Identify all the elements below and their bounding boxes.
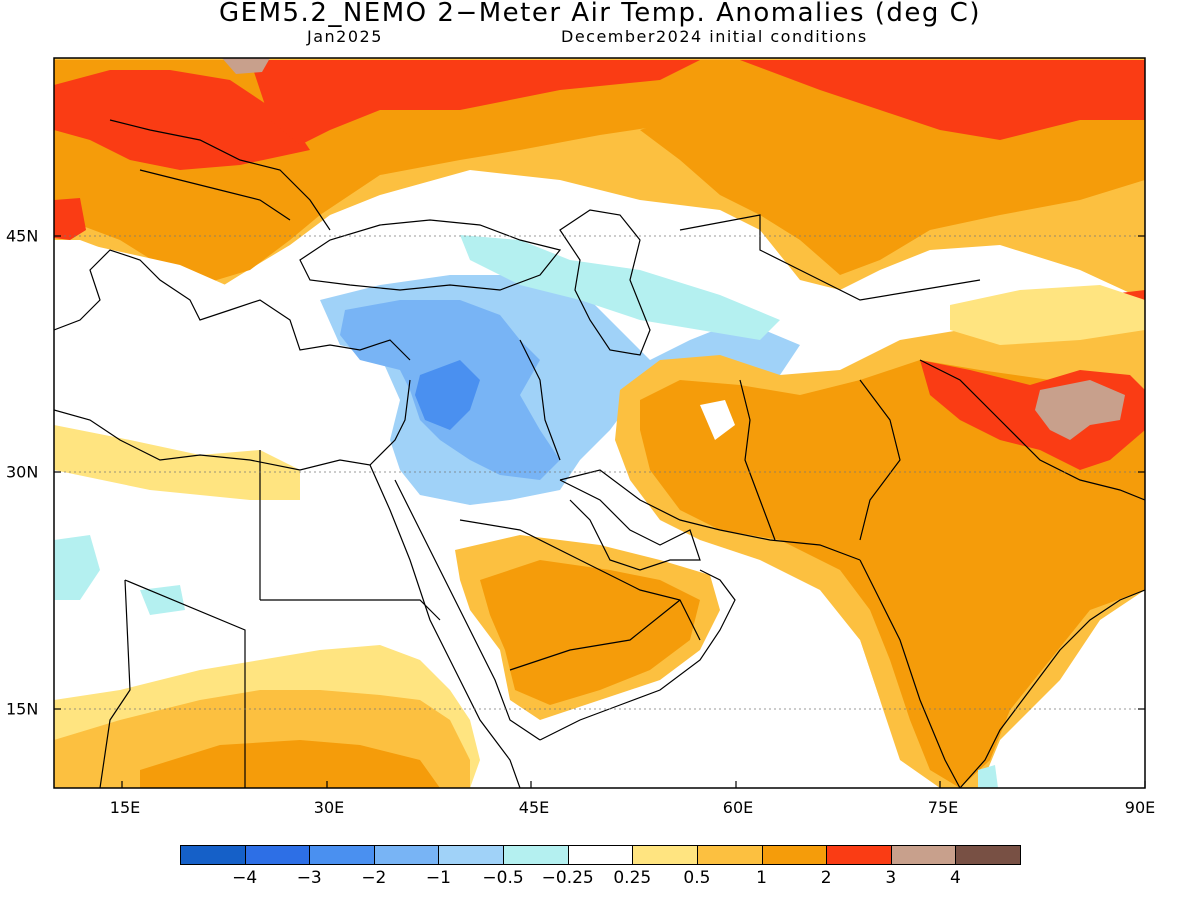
region-syria-cold	[415, 360, 480, 430]
coastlines	[54, 119, 1145, 788]
lat-tick-30n: 30N	[6, 462, 39, 482]
coast-india-west	[859, 559, 961, 788]
lat-tick-45n: 45N	[6, 226, 39, 246]
region-arabian-sea-neutral	[540, 600, 900, 788]
region-sudan-cool-patch	[140, 585, 185, 615]
colorbar-swatch-10	[826, 845, 892, 865]
colorbar-swatch-4	[438, 845, 505, 865]
lon-tick-90e: 90E	[1124, 798, 1156, 817]
colorbar-swatch-12	[955, 845, 1021, 865]
forecast-month: Jan2025	[307, 27, 383, 46]
colorbar-swatch-7	[632, 845, 698, 865]
initial-conditions: December2024 initial conditions	[561, 27, 868, 46]
border-africa-1	[124, 579, 246, 788]
colorbar-swatch-8	[696, 845, 763, 865]
region-baltic-extreme	[222, 58, 270, 74]
coast-iran-south	[559, 469, 861, 561]
region-africa-cool-patch	[54, 535, 100, 600]
border-africa-3	[99, 579, 131, 788]
colorbar-swatch-0	[180, 845, 246, 865]
colorbar-swatch-1	[244, 845, 311, 865]
lon-tick-60e: 60E	[722, 798, 754, 817]
colorbar-label-2: −2	[361, 868, 387, 888]
coast-india-east	[959, 589, 1145, 788]
region-arabia-warm	[480, 560, 700, 705]
border-kazakhstan	[679, 214, 981, 301]
colorbar-label-7: 0.5	[683, 868, 711, 888]
colorbar-swatch-9	[761, 845, 828, 865]
colorbar-label-6: 0.25	[613, 868, 652, 888]
colorbar-swatch-11	[890, 845, 957, 865]
region-india-south-cool	[978, 765, 998, 788]
colorbar-label-3: −1	[425, 868, 451, 888]
region-tibet-extreme	[1035, 380, 1125, 440]
region-caspian-cool	[460, 235, 780, 340]
lon-tick-15e: 15E	[109, 798, 141, 817]
border-africa-2	[260, 599, 441, 621]
lon-tick-30e: 30E	[313, 798, 345, 817]
gridlines	[54, 235, 1145, 710]
lon-tick-45e: 45E	[518, 798, 550, 817]
region-iran-neutral-patch	[700, 400, 735, 440]
coast-persian-gulf	[559, 479, 701, 571]
colorbar-label-4: −0.5	[482, 868, 524, 888]
colorbar-swatch-2	[309, 845, 375, 865]
coast-europe-med	[54, 249, 411, 361]
region-india-warm	[860, 460, 1145, 788]
colorbar-label-5: −0.25	[541, 868, 594, 888]
colorbar-label-9: 2	[820, 868, 832, 888]
lon-tick-75e: 75E	[927, 798, 959, 817]
colorbar-label-11: 4	[949, 868, 961, 888]
region-tarim-mild	[950, 285, 1145, 345]
colorbar-label-0: −4	[232, 868, 258, 888]
axis-ticks	[54, 235, 1146, 788]
colorbar-swatch-5	[503, 845, 569, 865]
border-arabia-2	[509, 599, 681, 671]
border-europe-2	[139, 169, 291, 221]
border-europe-1	[109, 119, 331, 231]
colorbar-swatch-3	[373, 845, 440, 865]
coast-red-sea-west	[369, 464, 521, 788]
border-iran-iraq	[519, 339, 561, 461]
coast-arabia-south	[539, 569, 736, 741]
border-iran-east	[739, 379, 776, 541]
region-siberia-hot	[740, 60, 1145, 140]
colorbar-label-10: 3	[885, 868, 897, 888]
border-himalaya	[919, 359, 1145, 501]
region-sahel-hot	[140, 740, 440, 788]
coast-north-africa	[54, 379, 411, 471]
colorbar-label-8: 1	[756, 868, 767, 888]
coast-red-sea-east	[394, 479, 541, 741]
map-frame	[53, 57, 1146, 789]
region-west-russia-hot	[250, 60, 700, 145]
anomaly-fields	[54, 58, 1145, 788]
coast-black-sea	[299, 219, 562, 291]
border-pakistan-india	[859, 379, 901, 541]
region-italy-hot	[54, 198, 86, 240]
chart-title: GEM5.2_NEMO 2−Meter Air Temp. Anomalies …	[219, 0, 981, 28]
colorbar-swatch-6	[567, 845, 634, 865]
region-central-europe-hot	[54, 70, 310, 170]
lat-tick-15n: 15N	[6, 699, 39, 719]
coast-caspian	[559, 209, 651, 356]
colorbar-label-1: −3	[296, 868, 322, 888]
border-arabia	[459, 519, 701, 641]
